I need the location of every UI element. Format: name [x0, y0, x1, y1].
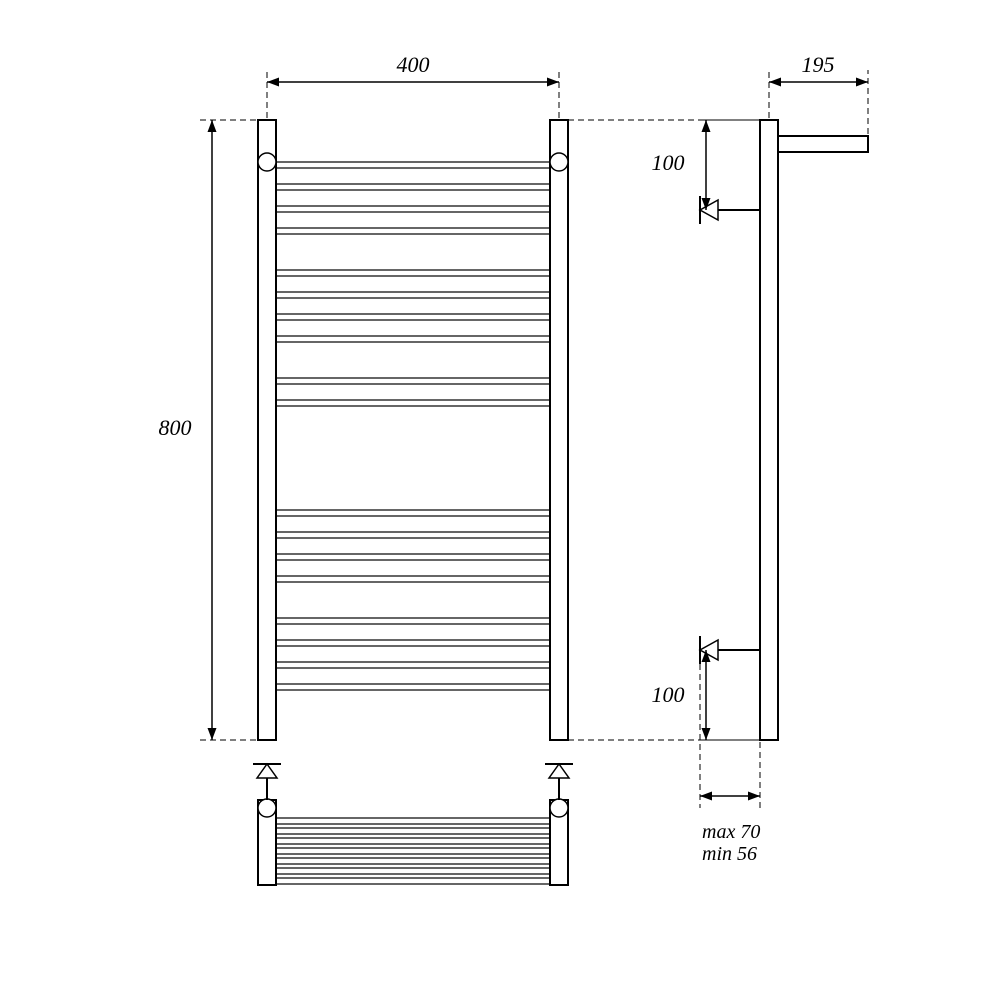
mount-bottom [700, 636, 760, 664]
dim-height-label: 800 [159, 415, 192, 440]
bottom-view [253, 764, 573, 885]
dim-bottom-offset: 100 [652, 650, 759, 740]
side-view [700, 120, 868, 740]
dim-depth: 195 [769, 52, 868, 134]
mount-top [700, 196, 760, 224]
dim-top-offset: 100 [652, 120, 759, 210]
dim-depth-label: 195 [802, 52, 835, 77]
dim-width: 400 [267, 52, 559, 118]
rungs-bottom [258, 510, 568, 690]
dim-width-label: 400 [397, 52, 430, 77]
technical-drawing: 400 195 800 100 100 max 70 min 56 [0, 0, 1000, 1000]
dim-bracket-min-label: min 56 [702, 843, 757, 865]
rungs-top [258, 162, 568, 406]
front-view [258, 120, 568, 740]
dim-bracket: max 70 min 56 [700, 664, 760, 865]
dim-top-offset-label: 100 [652, 150, 685, 175]
dim-height: 800 [159, 120, 257, 740]
dim-bottom-offset-label: 100 [652, 682, 685, 707]
dim-bracket-max-label: max 70 [702, 821, 760, 843]
